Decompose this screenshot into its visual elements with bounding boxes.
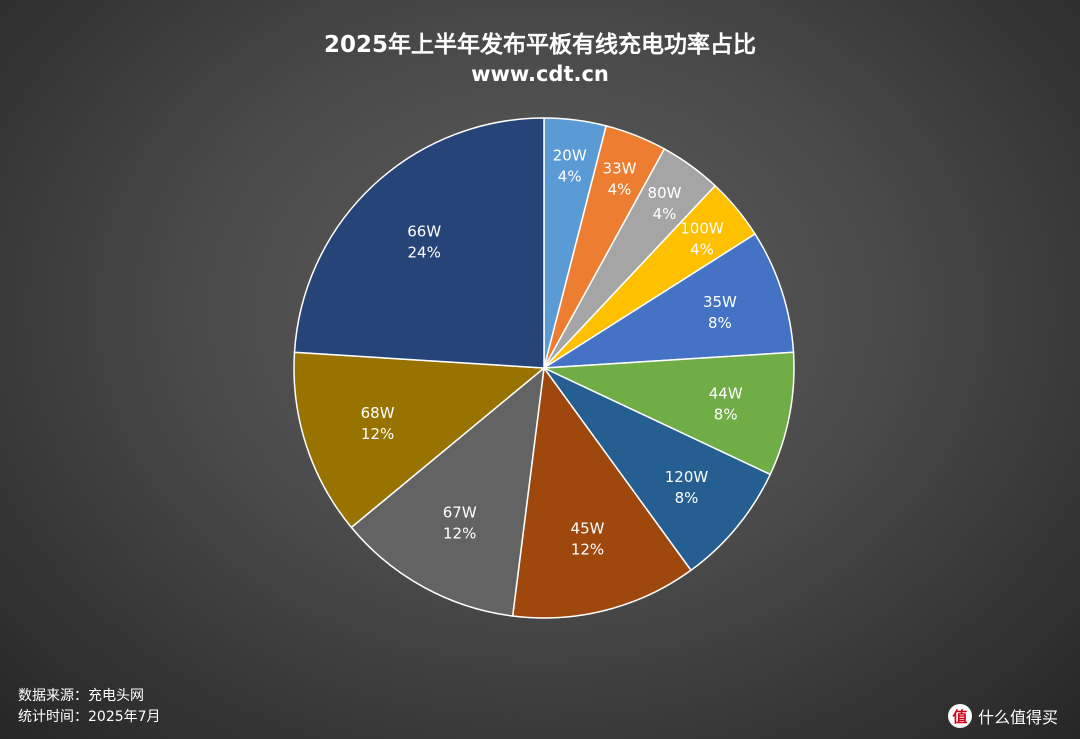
slice-label-33w: 33W (603, 159, 637, 177)
chart-title: 2025年上半年发布平板有线充电功率占比 (323, 32, 756, 58)
watermark-text: 什么值得买 (977, 708, 1058, 727)
chart-subtitle: www.cdt.cn (471, 62, 609, 86)
slice-percent-45w: 12% (571, 541, 604, 559)
slice-percent-20w: 4% (558, 168, 582, 186)
slice-label-80w: 80W (648, 184, 682, 202)
pie-slice-66w (293, 117, 545, 369)
data-source-text: 数据来源：充电头网 (18, 688, 144, 704)
pie-slice-120w (543, 367, 772, 572)
slice-label-35w: 35W (703, 293, 737, 311)
slice-label-100w: 100W (680, 219, 724, 237)
slice-label-45w: 45W (571, 520, 605, 538)
slice-label-20w: 20W (553, 147, 587, 165)
footer-notes: 数据来源：充电头网 统计时间：2025年7月 (18, 686, 161, 728)
zhide-logo-icon: 值 (947, 704, 972, 728)
slice-label-44w: 44W (709, 385, 743, 403)
pie-slice-35w (543, 233, 795, 369)
pie-slice-45w (511, 366, 692, 619)
pie-slice-68w (293, 351, 546, 529)
slice-label-68w: 68W (361, 404, 395, 422)
watermark: 值 什么值得买 (947, 703, 1058, 729)
stat-period-text: 统计时间：2025年7月 (18, 709, 161, 725)
slice-label-67w: 67W (443, 503, 477, 521)
slice-percent-35w: 8% (708, 314, 732, 332)
slice-label-66w: 66W (407, 222, 441, 240)
pie-slice-44w (543, 351, 795, 476)
slice-percent-68w: 12% (361, 425, 394, 443)
slice-percent-80w: 4% (653, 205, 677, 223)
pie-slice-67w (350, 366, 545, 617)
slice-percent-44w: 8% (714, 406, 738, 424)
slice-label-120w: 120W (665, 468, 709, 486)
chart-title-block: 2025年上半年发布平板有线充电功率占比 www.cdt.cn (0, 30, 1080, 88)
slice-percent-66w: 24% (408, 243, 441, 261)
slice-percent-120w: 8% (675, 489, 699, 507)
slice-percent-67w: 12% (443, 524, 476, 542)
slice-percent-33w: 4% (608, 180, 632, 198)
slice-percent-100w: 4% (690, 240, 714, 258)
